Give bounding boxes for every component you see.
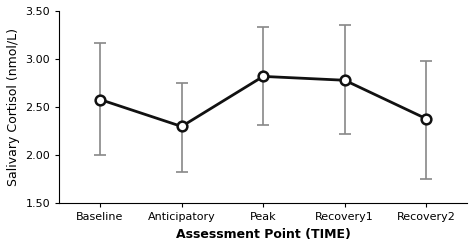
X-axis label: Assessment Point (TIME): Assessment Point (TIME): [176, 228, 351, 241]
Y-axis label: Salivary Cortisol (nmol/L): Salivary Cortisol (nmol/L): [7, 28, 20, 186]
